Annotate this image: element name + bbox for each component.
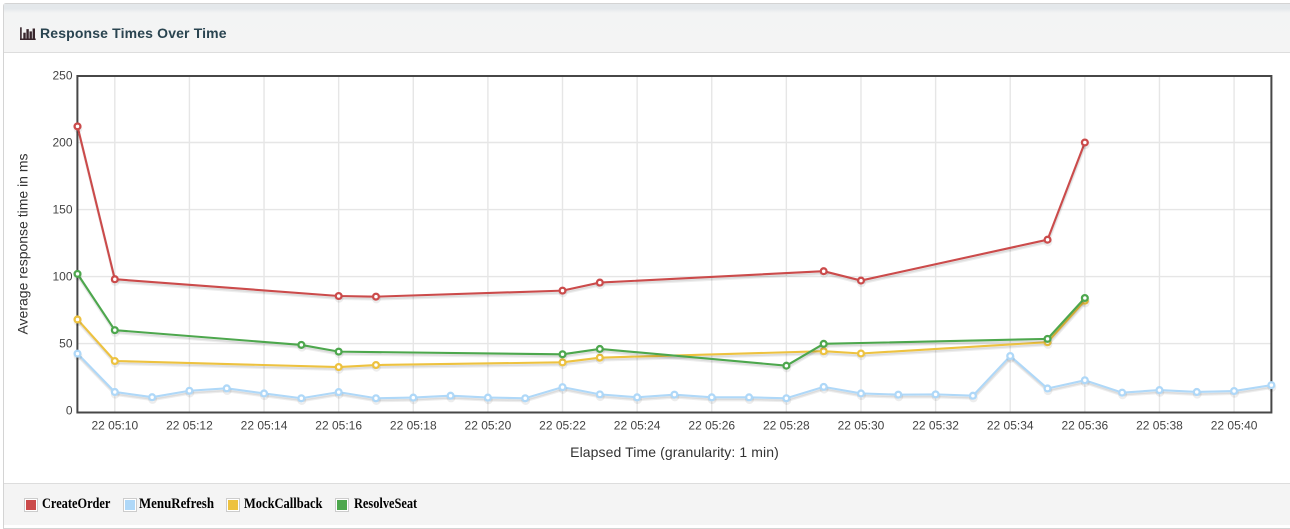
svg-text:22 05:30: 22 05:30 — [838, 419, 885, 433]
svg-text:0: 0 — [66, 404, 73, 418]
svg-text:22 05:34: 22 05:34 — [987, 419, 1034, 433]
svg-text:22 05:16: 22 05:16 — [315, 419, 362, 433]
svg-text:22 05:28: 22 05:28 — [763, 419, 810, 433]
svg-text:22 05:24: 22 05:24 — [614, 419, 661, 433]
svg-text:22 05:20: 22 05:20 — [465, 419, 512, 433]
svg-text:22 05:22: 22 05:22 — [539, 419, 586, 433]
svg-text:150: 150 — [52, 203, 72, 217]
svg-text:22 05:12: 22 05:12 — [166, 419, 213, 433]
svg-text:22 05:18: 22 05:18 — [390, 419, 437, 433]
svg-text:50: 50 — [59, 337, 73, 351]
svg-text:22 05:32: 22 05:32 — [912, 419, 959, 433]
svg-text:22 05:10: 22 05:10 — [91, 419, 138, 433]
svg-text:22 05:36: 22 05:36 — [1061, 419, 1108, 433]
svg-text:22 05:14: 22 05:14 — [241, 419, 288, 433]
svg-text:Average response time in ms: Average response time in ms — [15, 153, 31, 334]
svg-text:22 05:40: 22 05:40 — [1211, 419, 1258, 433]
svg-text:200: 200 — [52, 136, 72, 150]
svg-text:22 05:26: 22 05:26 — [688, 419, 735, 433]
svg-text:100: 100 — [52, 270, 72, 284]
svg-text:Elapsed Time (granularity: 1 m: Elapsed Time (granularity: 1 min) — [570, 444, 779, 460]
svg-text:22 05:38: 22 05:38 — [1136, 419, 1183, 433]
svg-text:250: 250 — [52, 68, 72, 82]
